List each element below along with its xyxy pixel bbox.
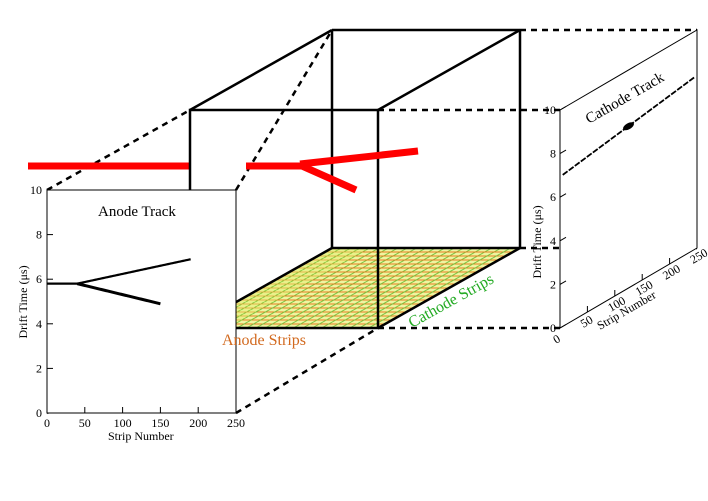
cathode-y-tick: [559, 236, 567, 242]
cathode-strip-line: [321, 248, 464, 328]
track-lines-inside: [246, 147, 419, 194]
anode-y-label: Drift Time (μs): [16, 265, 30, 338]
anode-x-tick-label: 0: [44, 416, 50, 430]
anode-y-tick-label: 10: [30, 183, 42, 197]
anode-hits: [47, 258, 191, 306]
cathode-strip-line: [358, 248, 502, 328]
anode-y-tick-label: 4: [36, 317, 42, 331]
anode-y-tick-label: 0: [36, 406, 42, 420]
cathode-y-tick: [559, 324, 567, 329]
cathode-y-tick-label: 10: [544, 103, 556, 117]
strip-plane: [190, 248, 520, 328]
anode-x-tick-label: 150: [151, 416, 169, 430]
anode-strips-label: Anode Strips: [222, 332, 306, 349]
anode-panel-title: Anode Track: [98, 204, 176, 220]
cathode-strip-line: [330, 248, 474, 328]
cathode-y-tick-label: 2: [550, 277, 556, 291]
cathode-strip-line: [349, 248, 493, 328]
cathode-y-tick: [559, 106, 567, 111]
cathode-hit-trace: [562, 76, 695, 176]
cathode-strip-line: [368, 248, 511, 328]
anode-x-tick-label: 50: [79, 416, 91, 430]
cathode-strip-line: [340, 248, 483, 328]
cathode-y-label: Drift Time (μs): [530, 205, 544, 278]
cathode-x-tick-label: 250: [688, 245, 708, 266]
anode-axis-ticks: 0 50 100 150 200 250 0 2 4 6 8 10: [30, 183, 245, 430]
cathode-y-tick: [559, 149, 567, 155]
anode-hit-trace-branch: [76, 282, 161, 306]
anode-x-label: Strip Number: [108, 429, 174, 443]
anode-x-tick-label: 250: [227, 416, 245, 430]
cathode-hits: [562, 76, 695, 176]
anode-x-tick-label: 200: [189, 416, 207, 430]
anode-hit-trace-main: [47, 258, 191, 285]
cathode-strip-line: [302, 248, 446, 328]
anode-track-panel: 0 50 100 150 200 250 0 2 4 6 8 10 Anode Track Strip…: [16, 183, 245, 443]
cathode-strip-line: [311, 248, 455, 328]
anode-y-tick-label: 8: [36, 228, 42, 242]
anode-x-tick-label: 100: [114, 416, 132, 430]
cathode-y-tick-label: 8: [550, 147, 556, 161]
cathode-y-tick: [559, 280, 567, 285]
anode-y-tick-label: 2: [36, 361, 42, 375]
cathode-strip-line: [293, 248, 436, 328]
anode-y-tick-label: 6: [36, 272, 42, 286]
cathode-y-tick-label: 4: [550, 234, 556, 248]
cathode-y-tick: [559, 193, 567, 198]
cathode-strip-line: [283, 248, 427, 328]
cathode-y-tick-label: 0: [550, 321, 556, 335]
cathode-hit-cluster: [623, 122, 634, 131]
cathode-y-tick-label: 6: [550, 190, 556, 204]
